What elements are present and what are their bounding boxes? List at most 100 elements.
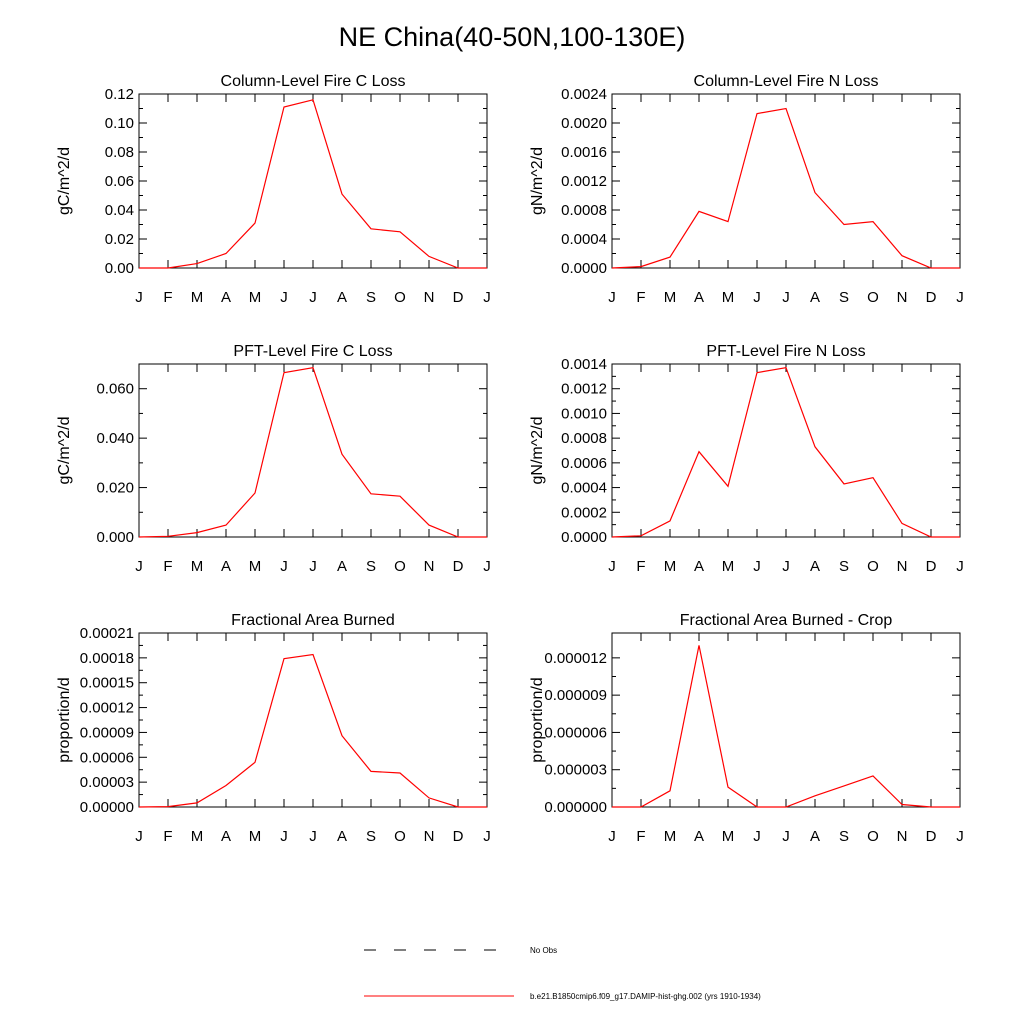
y-tick-label: 0.00006	[80, 749, 134, 766]
y-tick-label: 0.06	[105, 173, 134, 190]
chart-title: PFT-Level Fire N Loss	[706, 343, 865, 360]
y-axis-label: gC/m^2/d	[56, 147, 73, 215]
y-tick-label: 0.00003	[80, 774, 134, 791]
y-tick-label: 0.0020	[561, 115, 607, 132]
x-tick-label: A	[694, 828, 704, 845]
y-tick-label: 0.0000	[561, 260, 607, 277]
x-tick-label: A	[221, 289, 231, 306]
x-tick-label: D	[926, 558, 937, 575]
y-tick-label: 0.0010	[561, 405, 607, 422]
x-tick-label: N	[424, 289, 435, 306]
x-tick-label: J	[753, 558, 761, 575]
y-tick-label: 0.0002	[561, 504, 607, 521]
plot-frame	[611, 363, 961, 538]
x-tick-label: A	[810, 828, 820, 845]
chart-title: Column-Level Fire N Loss	[694, 73, 879, 90]
x-tick-label: O	[867, 289, 879, 306]
x-tick-label: D	[453, 828, 464, 845]
x-tick-label: J	[782, 558, 790, 575]
x-tick-label: J	[309, 828, 317, 845]
x-tick-label: S	[366, 558, 376, 575]
x-tick-label: O	[394, 289, 406, 306]
x-tick-label: J	[280, 558, 288, 575]
x-tick-label: J	[280, 828, 288, 845]
y-tick-label: 0.0012	[561, 173, 607, 190]
chart-title: Fractional Area Burned	[231, 612, 395, 629]
x-tick-label: O	[867, 558, 879, 575]
x-tick-label: J	[753, 289, 761, 306]
x-tick-label: J	[608, 828, 616, 845]
page-title: NE China(40-50N,100-130E)	[338, 22, 686, 52]
y-tick-label: 0.0008	[561, 430, 607, 447]
y-tick-label: 0.00021	[80, 625, 134, 642]
x-tick-label: M	[191, 828, 204, 845]
series-line	[612, 645, 960, 808]
x-tick-label: A	[337, 289, 347, 306]
y-axis-label: gN/m^2/d	[529, 417, 546, 485]
x-tick-label: O	[394, 828, 406, 845]
x-tick-label: S	[839, 289, 849, 306]
x-tick-label: M	[664, 289, 677, 306]
x-tick-label: J	[135, 289, 143, 306]
series-line	[138, 653, 487, 808]
x-tick-label: M	[191, 289, 204, 306]
x-tick-label: S	[839, 828, 849, 845]
y-tick-label: 0.000	[96, 529, 134, 546]
y-tick-label: 0.0024	[561, 86, 607, 103]
x-tick-label: F	[636, 558, 645, 575]
series-line	[611, 107, 960, 269]
y-tick-label: 0.00012	[80, 700, 134, 717]
x-tick-label: A	[221, 828, 231, 845]
x-tick-label: A	[337, 828, 347, 845]
x-tick-label: J	[956, 289, 964, 306]
x-tick-label: S	[839, 558, 849, 575]
y-tick-label: 0.0014	[561, 356, 607, 373]
y-tick-label: 0.00015	[80, 675, 134, 692]
y-tick-label: 0.0006	[561, 455, 607, 472]
y-tick-label: 0.02	[105, 231, 134, 248]
y-tick-label: 0.04	[105, 202, 134, 219]
x-tick-label: F	[163, 289, 172, 306]
y-tick-label: 0.0004	[561, 480, 607, 497]
x-tick-label: N	[424, 558, 435, 575]
x-tick-label: D	[453, 558, 464, 575]
x-tick-label: M	[249, 558, 262, 575]
x-tick-label: J	[956, 828, 964, 845]
x-tick-label: J	[956, 558, 964, 575]
plot-frame	[138, 363, 488, 538]
x-tick-label: S	[366, 289, 376, 306]
chart-title: Fractional Area Burned - Crop	[680, 612, 893, 629]
x-tick-label: O	[867, 828, 879, 845]
series-line	[138, 367, 487, 538]
x-tick-label: S	[366, 828, 376, 845]
y-tick-label: 0.000006	[544, 724, 607, 741]
x-tick-label: M	[664, 558, 677, 575]
y-axis-label: proportion/d	[56, 677, 73, 762]
x-tick-label: M	[249, 828, 262, 845]
y-tick-label: 0.00009	[80, 724, 134, 741]
y-tick-label: 0.0016	[561, 144, 607, 161]
y-axis-label: gN/m^2/d	[529, 147, 546, 215]
x-tick-label: J	[309, 289, 317, 306]
y-tick-label: 0.10	[105, 115, 134, 132]
plot-frame	[138, 632, 488, 808]
x-tick-label: A	[810, 558, 820, 575]
plot-frame	[611, 632, 961, 808]
x-tick-label: F	[636, 289, 645, 306]
x-tick-label: O	[394, 558, 406, 575]
chart-title: PFT-Level Fire C Loss	[233, 343, 392, 360]
x-tick-label: J	[608, 289, 616, 306]
x-tick-label: N	[897, 828, 908, 845]
x-tick-label: A	[221, 558, 231, 575]
y-tick-label: 0.000003	[544, 762, 607, 779]
y-tick-label: 0.000000	[544, 799, 607, 816]
x-tick-label: N	[424, 828, 435, 845]
y-tick-label: 0.0012	[561, 381, 607, 398]
y-tick-label: 0.000009	[544, 687, 607, 704]
x-tick-label: M	[664, 828, 677, 845]
x-tick-label: D	[926, 289, 937, 306]
y-tick-label: 0.0004	[561, 231, 607, 248]
plot-frame	[611, 93, 961, 269]
y-tick-label: 0.00000	[80, 799, 134, 816]
